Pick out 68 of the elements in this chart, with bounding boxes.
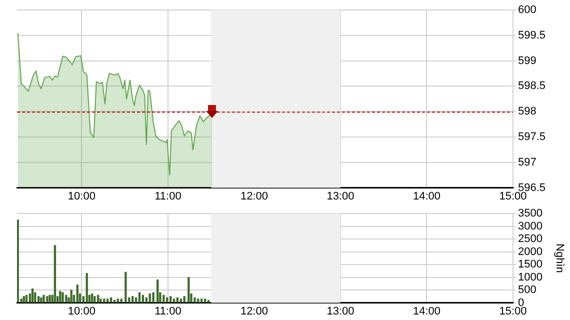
bar bbox=[162, 294, 165, 303]
bar bbox=[94, 296, 96, 303]
bar bbox=[42, 294, 45, 303]
bar bbox=[120, 298, 122, 303]
x-tick-label: 15:00 bbox=[499, 190, 527, 202]
bar bbox=[48, 294, 51, 303]
y-tick-label: 599 bbox=[518, 54, 536, 67]
bar bbox=[188, 276, 190, 303]
x-tick-label: 14:00 bbox=[412, 305, 441, 318]
bar bbox=[172, 298, 176, 303]
y-tick-label: 600 bbox=[518, 4, 536, 16]
bar bbox=[70, 290, 72, 303]
bar bbox=[97, 294, 100, 303]
bar bbox=[106, 298, 109, 303]
bar bbox=[116, 298, 120, 303]
bar bbox=[31, 288, 34, 303]
bar bbox=[197, 298, 200, 303]
bar bbox=[65, 294, 68, 303]
bar bbox=[90, 294, 94, 303]
bar bbox=[148, 294, 151, 303]
bar bbox=[180, 298, 182, 303]
y-tick-label: 597.5 bbox=[518, 131, 546, 144]
bar bbox=[34, 292, 36, 303]
bar bbox=[62, 292, 64, 303]
y-tick-label: 1000 bbox=[518, 271, 542, 284]
bar bbox=[37, 296, 40, 303]
bar bbox=[76, 284, 78, 303]
x-tick-label: 12:00 bbox=[240, 305, 268, 318]
x-tick-label: 10:00 bbox=[68, 305, 96, 318]
y-tick-label: 598 bbox=[518, 106, 536, 118]
bar bbox=[194, 297, 196, 303]
y-axis-title: Nghìn bbox=[553, 244, 566, 273]
y-tick-label: 3000 bbox=[518, 220, 542, 232]
bar bbox=[156, 280, 159, 303]
bar bbox=[25, 294, 28, 303]
bar bbox=[152, 292, 154, 303]
y-tick-label: 2000 bbox=[518, 246, 542, 258]
y-tick-label: 2500 bbox=[518, 233, 542, 246]
x-tick-label: 13:00 bbox=[326, 305, 354, 318]
y-tick-label: 597 bbox=[518, 156, 536, 168]
bar bbox=[132, 296, 134, 303]
bar bbox=[204, 298, 206, 303]
bar bbox=[183, 296, 186, 303]
bar bbox=[169, 296, 172, 303]
bar bbox=[138, 292, 141, 303]
x-tick-label: 12:00 bbox=[240, 190, 268, 202]
x-tick-label: 14:00 bbox=[412, 190, 441, 202]
bar bbox=[142, 294, 144, 303]
y-tick-label: 3500 bbox=[518, 208, 542, 220]
bar bbox=[46, 296, 48, 303]
x-tick-label: 13:00 bbox=[326, 190, 354, 202]
bar bbox=[200, 298, 203, 303]
bar bbox=[100, 298, 102, 303]
x-tick-label: 10:00 bbox=[68, 190, 96, 202]
bar bbox=[124, 272, 127, 303]
bar bbox=[54, 245, 56, 303]
bar bbox=[59, 291, 62, 303]
bar bbox=[103, 298, 106, 303]
x-tick-label: 11:00 bbox=[154, 190, 182, 202]
bar bbox=[17, 220, 19, 303]
y-tick-label: 500 bbox=[518, 284, 536, 296]
y-tick-label: 598.5 bbox=[518, 80, 546, 92]
bar bbox=[86, 273, 88, 303]
y-tick-label: 599.5 bbox=[518, 29, 546, 42]
bar bbox=[22, 296, 25, 303]
x-tick-label: 15:00 bbox=[499, 305, 527, 318]
x-tick-label: 11:00 bbox=[154, 305, 182, 318]
y-tick-label: 1500 bbox=[518, 258, 542, 271]
